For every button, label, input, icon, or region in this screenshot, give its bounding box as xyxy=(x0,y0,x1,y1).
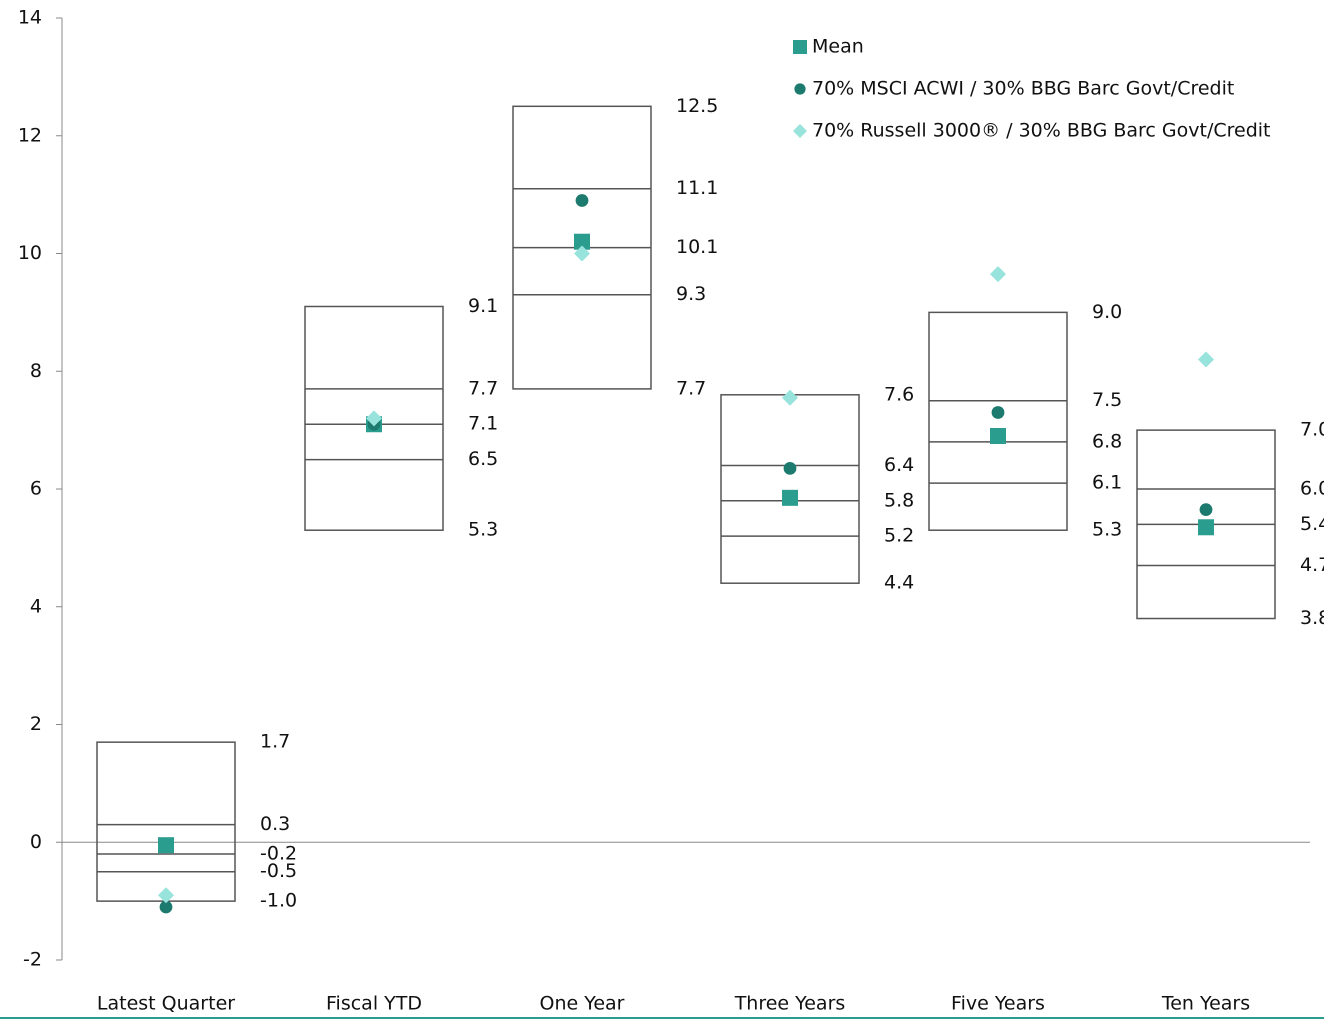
value-label: -1.0 xyxy=(260,890,297,912)
value-label: 5.2 xyxy=(884,525,914,547)
marker xyxy=(574,245,590,262)
marker xyxy=(158,837,174,854)
marker xyxy=(575,194,589,207)
x-tick-label: Fiscal YTD xyxy=(326,993,422,1015)
value-label: 7.5 xyxy=(1092,389,1122,411)
x-tick-label: Ten Years xyxy=(1161,993,1250,1015)
value-label: 6.8 xyxy=(1092,430,1122,452)
value-label: 4.4 xyxy=(884,572,914,594)
marker xyxy=(990,266,1006,283)
legend-label: 70% Russell 3000® / 30% BBG Barc Govt/Cr… xyxy=(812,120,1271,142)
y-tick-label: 10 xyxy=(18,242,42,264)
y-tick-label: -2 xyxy=(23,949,42,971)
x-tick-label: One Year xyxy=(540,993,625,1015)
marker xyxy=(159,900,173,914)
value-label: 5.8 xyxy=(884,489,914,511)
y-tick-label: 6 xyxy=(30,478,42,500)
legend-marker xyxy=(794,83,806,95)
value-label: -0.5 xyxy=(260,860,297,882)
value-label: 0.3 xyxy=(260,813,290,835)
value-label: 10.1 xyxy=(676,236,718,258)
value-label: 6.5 xyxy=(468,448,498,470)
range-box xyxy=(304,305,444,531)
value-label: 9.1 xyxy=(468,295,498,317)
value-label: 5.3 xyxy=(1092,519,1122,541)
value-label: 6.1 xyxy=(1092,472,1122,494)
value-label: 7.0 xyxy=(1300,419,1324,441)
y-tick-label: 12 xyxy=(18,124,42,146)
value-label: 5.4 xyxy=(1300,513,1324,535)
value-label: 5.3 xyxy=(468,519,498,541)
marker xyxy=(782,489,798,506)
value-label: 9.3 xyxy=(676,283,706,305)
y-tick-label: 0 xyxy=(30,831,42,853)
marker xyxy=(990,428,1006,445)
value-label: 11.1 xyxy=(676,177,718,199)
range-box xyxy=(720,394,860,584)
value-label: 7.6 xyxy=(884,383,914,405)
value-label: -0.2 xyxy=(260,843,297,865)
marker xyxy=(991,406,1005,419)
marker xyxy=(782,389,798,406)
y-tick-label: 8 xyxy=(30,360,42,382)
marker xyxy=(1199,503,1213,517)
value-label: 4.7 xyxy=(1300,554,1324,576)
marker xyxy=(1198,519,1214,536)
value-label: 6.0 xyxy=(1300,478,1324,500)
marker xyxy=(158,887,174,904)
x-tick-label: Latest Quarter xyxy=(97,993,235,1015)
range-box xyxy=(96,741,236,902)
x-tick-label: Five Years xyxy=(951,993,1045,1015)
marker xyxy=(574,233,590,250)
value-label: 1.7 xyxy=(260,731,290,753)
value-label: 7.7 xyxy=(468,377,498,399)
y-tick-label: 4 xyxy=(30,595,42,617)
marker xyxy=(783,461,797,475)
value-label: 7.1 xyxy=(468,413,498,435)
marker xyxy=(366,410,382,427)
value-label: 9.0 xyxy=(1092,301,1122,323)
x-tick-label: Three Years xyxy=(734,993,846,1015)
legend-marker xyxy=(793,40,807,54)
legend-label: Mean xyxy=(812,36,864,58)
value-label: 7.7 xyxy=(676,377,706,399)
y-tick-label: 2 xyxy=(30,713,42,735)
marker xyxy=(1198,351,1214,368)
legend-marker xyxy=(793,124,807,138)
y-tick-label: 14 xyxy=(18,7,42,29)
value-label: 3.8 xyxy=(1300,607,1324,629)
value-label: 12.5 xyxy=(676,95,718,117)
range-box xyxy=(928,311,1068,531)
value-label: 6.4 xyxy=(884,454,914,476)
legend-label: 70% MSCI ACWI / 30% BBG Barc Govt/Credit xyxy=(812,78,1234,100)
